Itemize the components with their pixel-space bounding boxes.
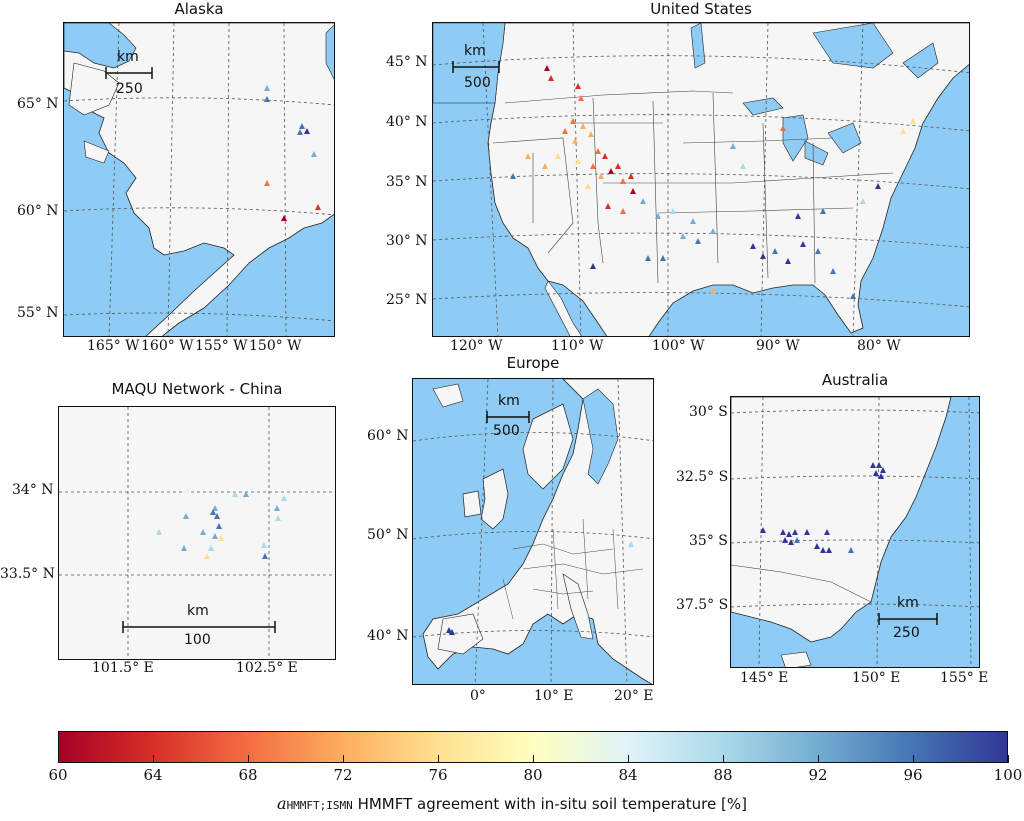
europe-lat-tick: 40° N — [367, 628, 409, 644]
maqu-lon-tick: 101.5° E — [92, 660, 154, 676]
us-lon-tick: 120° W — [450, 338, 503, 354]
europe-lat-tick: 60° N — [367, 428, 409, 444]
maqu-title: MAQU Network - China — [111, 380, 283, 398]
europe-scale-value: 500 — [493, 423, 520, 439]
europe-station-markers — [446, 541, 634, 635]
us-scale-unit: km — [464, 43, 486, 59]
us-station-markers — [510, 65, 916, 299]
australia-station-markers — [760, 462, 886, 553]
europe-lat-tick: 50° N — [367, 527, 409, 543]
us-lon-tick: 100° W — [652, 338, 705, 354]
us-lat-tick: 35° N — [386, 174, 428, 190]
us-lat-tick: 45° N — [386, 54, 428, 70]
australia-title: Australia — [821, 371, 889, 389]
europe-lon-tick: 10° E — [534, 688, 574, 704]
europe-map: km 500 — [412, 378, 654, 685]
us-lon-tick: 110° W — [551, 338, 604, 354]
colorbar-tick-label: 96 — [903, 766, 923, 784]
australia-scale-value: 250 — [893, 625, 920, 641]
alaska-title: Alaska — [174, 0, 224, 18]
colorbar-tick-label: 60 — [48, 766, 68, 784]
europe-lon-tick: 0° — [470, 688, 486, 704]
europe-scale-unit: km — [498, 393, 520, 409]
australia-lon-tick: 155° E — [940, 670, 989, 686]
us-lat-tick: 25° N — [386, 292, 428, 308]
colorbar-tick-label: 64 — [143, 766, 163, 784]
colorbar-tick-label: 92 — [808, 766, 828, 784]
us-map: km 500 — [432, 22, 970, 337]
colorbar-tick-label: 68 — [238, 766, 258, 784]
us-title: United States — [650, 0, 752, 18]
alaska-lon-tick: 165° W — [87, 338, 140, 354]
colorbar-tick-label: 100 — [993, 766, 1023, 784]
alaska-lat-tick: 60° N — [17, 203, 59, 219]
colorbar-tick-label: 84 — [618, 766, 638, 784]
maqu-lon-tick: 102.5° E — [236, 660, 298, 676]
colorbar-tick-mark — [722, 755, 724, 763]
alaska-lon-tick: 160° W — [141, 338, 194, 354]
maqu-scale-unit: km — [187, 603, 209, 619]
colorbar-tick-mark — [437, 755, 439, 763]
maqu-scale-value: 100 — [184, 632, 211, 648]
australia-lon-tick: 145° E — [740, 670, 789, 686]
alaska-lon-tick: 150° W — [249, 338, 302, 354]
maqu-lat-tick: 33.5° N — [0, 566, 55, 582]
australia-map: km 250 — [730, 396, 980, 668]
colorbar-label-text: HMMFT agreement with in-situ soil temper… — [357, 795, 747, 813]
colorbar-tick-mark — [247, 755, 249, 763]
colorbar-tick-mark — [912, 755, 914, 763]
us-lon-tick: 90° W — [756, 338, 800, 354]
us-lat-tick: 30° N — [386, 233, 428, 249]
colorbar-tick-mark — [627, 755, 629, 763]
colorbar-label-symbol: a — [277, 794, 287, 813]
australia-lat-tick: 37.5° S — [676, 597, 729, 613]
colorbar-tick-label: 88 — [713, 766, 733, 784]
colorbar-tick-mark — [57, 755, 59, 763]
colorbar-label: aHMMFT;ISMN HMMFT agreement with in-situ… — [0, 794, 1024, 813]
australia-lat-tick: 30° S — [689, 404, 728, 420]
us-lat-tick: 40° N — [386, 114, 428, 130]
colorbar-tick-label: 76 — [428, 766, 448, 784]
europe-title: Europe — [506, 354, 560, 372]
colorbar-tick-mark — [342, 755, 344, 763]
alaska-map: km 250 — [63, 22, 335, 337]
maqu-map: km 100 — [58, 406, 336, 660]
colorbar-tick-mark — [152, 755, 154, 763]
alaska-station-markers — [264, 85, 321, 221]
alaska-scale-unit: km — [117, 49, 139, 65]
colorbar-tick-mark — [1007, 755, 1009, 763]
australia-lat-tick: 32.5° S — [676, 469, 729, 485]
colorbar-tick-mark — [817, 755, 819, 763]
colorbar-tick-label: 80 — [523, 766, 543, 784]
alaska-lon-tick: 155° W — [195, 338, 248, 354]
maqu-station-markers — [156, 487, 287, 559]
colorbar-tick-label: 72 — [333, 766, 353, 784]
australia-lon-tick: 150° E — [852, 670, 901, 686]
maqu-lat-tick: 34° N — [12, 482, 54, 498]
alaska-lat-tick: 55° N — [17, 305, 59, 321]
colorbar-label-subscript: HMMFT;ISMN — [286, 799, 353, 812]
alaska-scale-value: 250 — [116, 81, 143, 97]
colorbar-tick-mark — [532, 755, 534, 763]
australia-lat-tick: 35° S — [689, 533, 728, 549]
australia-scale-unit: km — [897, 595, 919, 611]
europe-lon-tick: 20° E — [614, 688, 654, 704]
us-lon-tick: 80° W — [857, 338, 901, 354]
alaska-lat-tick: 65° N — [17, 96, 59, 112]
us-scale-value: 500 — [464, 75, 491, 91]
